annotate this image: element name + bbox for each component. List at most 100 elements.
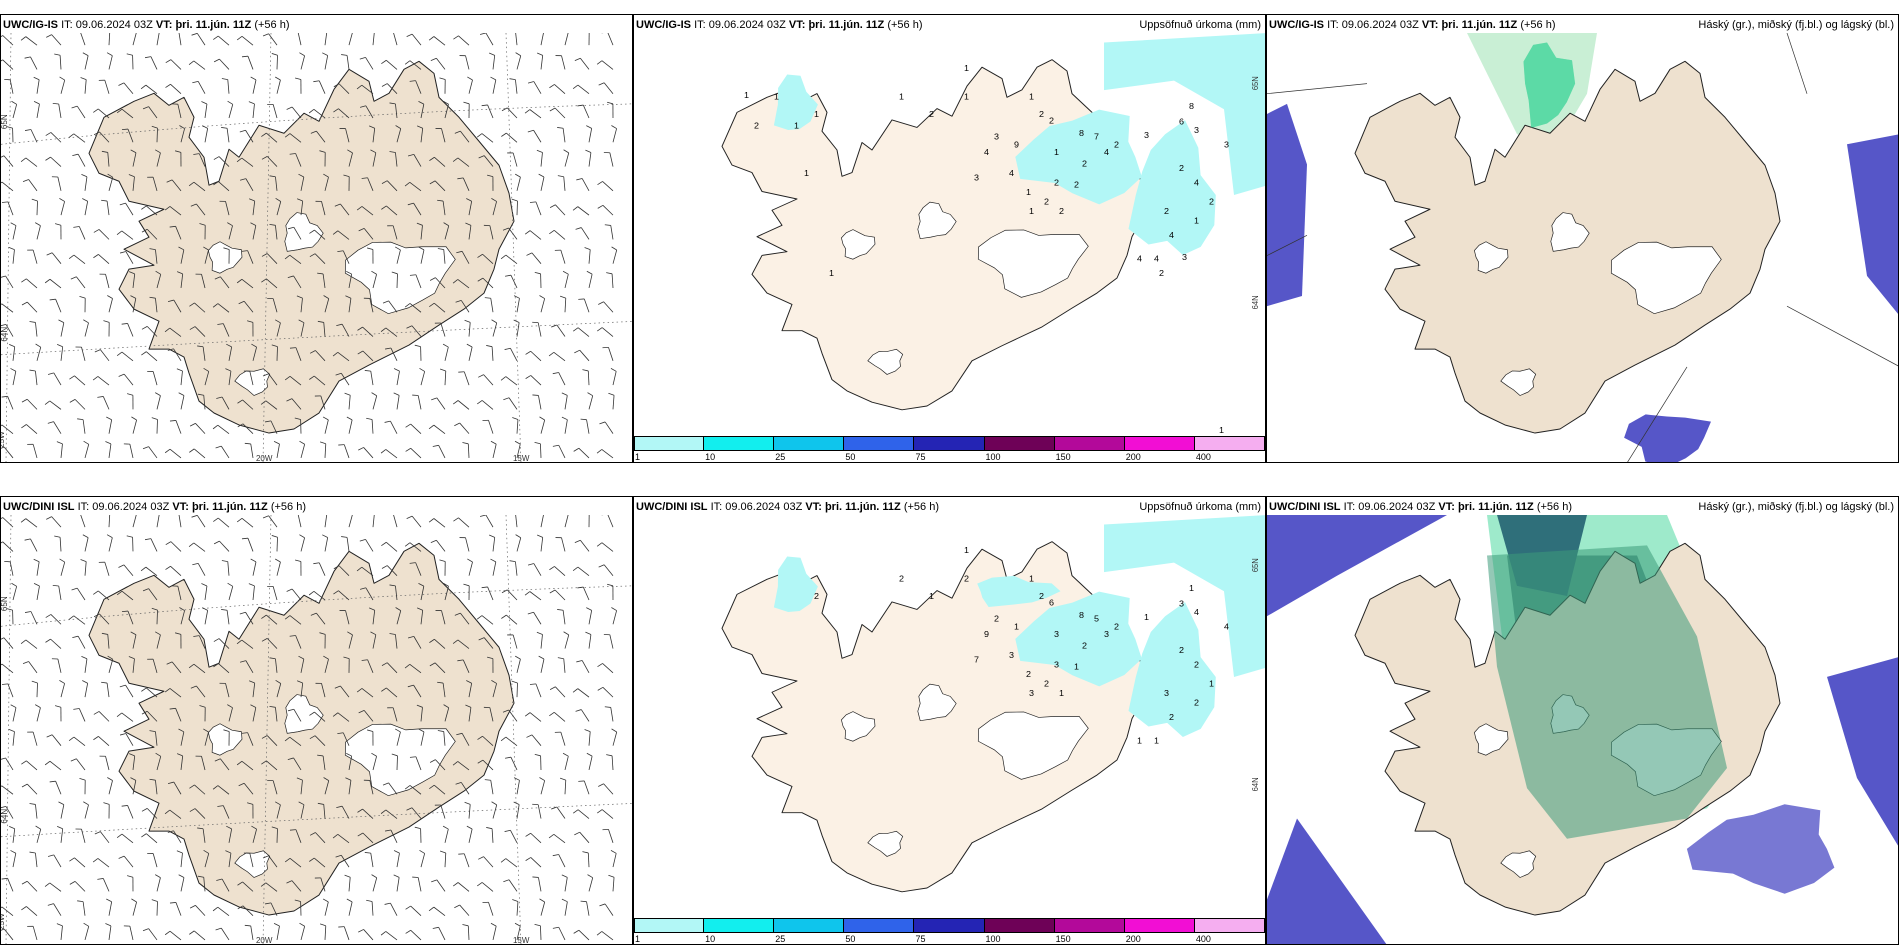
wind-barb <box>538 655 545 673</box>
wind-barb <box>131 898 137 916</box>
wind-barb <box>489 52 496 70</box>
wind-barb <box>221 609 230 625</box>
wind-barb <box>346 416 353 434</box>
wind-barb <box>132 33 137 46</box>
wind-barb <box>585 149 592 167</box>
wind-barb <box>178 515 182 528</box>
wind-barb <box>189 302 206 313</box>
wind-barb <box>188 60 206 70</box>
wind-barb <box>164 809 182 819</box>
wind-barb <box>244 924 254 941</box>
low-cloud-area <box>1267 515 1447 617</box>
wind-barb <box>442 343 449 361</box>
wind-barb <box>343 656 350 673</box>
wind-barb <box>103 802 110 819</box>
wind-barb <box>68 133 86 143</box>
wind-barb <box>92 858 110 868</box>
header-vt-label: VT: <box>172 501 189 513</box>
wind-barb <box>477 400 494 410</box>
wind-barb <box>1 928 14 941</box>
wind-barb <box>165 541 182 552</box>
wind-barb <box>237 881 254 892</box>
wind-barb <box>477 759 494 771</box>
wind-barb <box>525 375 542 386</box>
precip-value-label: 1 <box>1209 679 1214 689</box>
wind-barb <box>514 922 521 941</box>
wind-barb <box>223 247 230 264</box>
wind-barb <box>588 33 590 46</box>
wind-barb <box>348 33 353 46</box>
wind-barb <box>393 515 398 528</box>
wind-barb <box>261 278 278 289</box>
wind-barb <box>323 655 329 673</box>
wind-barb <box>435 128 446 143</box>
wind-barb <box>596 449 614 459</box>
wind-barb <box>219 682 230 698</box>
wind-barb <box>555 537 566 552</box>
wind-barb <box>534 753 542 770</box>
wind-barb <box>286 588 302 601</box>
wind-barb <box>437 730 446 746</box>
wind-barb <box>129 271 136 289</box>
wind-barb <box>216 878 230 892</box>
wind-barb <box>197 875 206 892</box>
wind-barb <box>452 639 470 649</box>
wind-barb <box>188 663 206 674</box>
wind-barb <box>554 249 566 264</box>
wind-barb <box>106 534 113 552</box>
wind-barb <box>611 125 617 143</box>
wind-barb <box>504 829 518 844</box>
wind-barb <box>608 392 615 410</box>
wind-barb <box>93 736 110 746</box>
wind-barb <box>31 680 38 698</box>
wind-barb <box>178 874 185 892</box>
wind-barb <box>6 126 14 143</box>
wind-barb <box>347 149 353 167</box>
wind-barb <box>22 661 38 674</box>
map-area: 65N 64N 25W 20W 15W <box>1 33 632 462</box>
wind-barb <box>429 302 446 313</box>
wind-barb <box>455 300 470 313</box>
wind-barb <box>406 325 422 337</box>
graticule-label: 65N <box>1 596 9 611</box>
wind-barb <box>250 222 257 240</box>
wind-barb <box>297 33 302 46</box>
wind-barb <box>370 631 377 649</box>
wind-barb <box>308 109 326 119</box>
precip-value-label: 1 <box>1029 574 1034 584</box>
header-model: UWC/DINI ISL <box>1269 501 1341 513</box>
wind-barb <box>539 898 546 916</box>
wind-barb <box>454 904 470 916</box>
wind-barb <box>141 205 158 216</box>
wind-barb <box>121 128 134 143</box>
colorbar-tick-label: 10 <box>705 934 716 944</box>
wind-barb <box>347 631 353 649</box>
wind-barb <box>491 198 497 216</box>
wind-barb <box>284 615 302 625</box>
graticule-65n <box>1 585 632 627</box>
wind-barb <box>237 423 254 434</box>
precip-value-label: 2 <box>1082 641 1087 651</box>
wind-barb <box>83 922 90 941</box>
wind-barb <box>418 100 425 119</box>
wind-barb <box>477 882 494 892</box>
wind-barb <box>56 923 63 940</box>
wind-barb <box>453 35 470 46</box>
wind-barb <box>443 582 449 601</box>
wind-barb <box>310 612 326 625</box>
wind-barb <box>126 535 134 552</box>
wind-barb <box>241 732 254 746</box>
wind-barb <box>59 558 66 576</box>
low-cloud-area <box>1624 414 1711 462</box>
wind-barb <box>142 588 158 601</box>
wind-barb <box>391 753 398 770</box>
wind-barb <box>201 101 208 119</box>
wind-barb <box>33 558 40 576</box>
wind-barb <box>464 319 471 337</box>
wind-barb <box>439 559 446 576</box>
wind-barb <box>262 515 278 528</box>
glacier <box>977 711 1089 780</box>
wind-barb <box>367 247 374 264</box>
wind-barb <box>97 878 110 892</box>
wind-barb <box>366 899 374 916</box>
